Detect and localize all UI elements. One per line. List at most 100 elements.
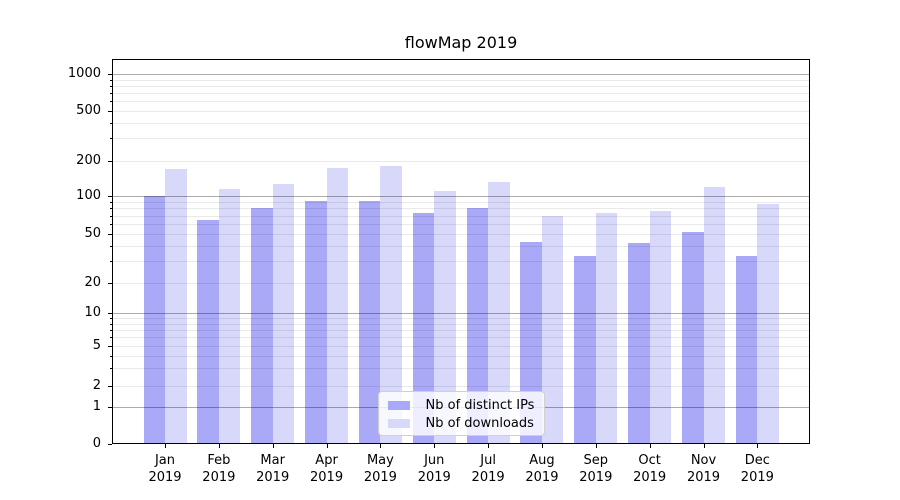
x-tick-label-sep: Sep 2019	[579, 453, 613, 485]
x-tick	[218, 444, 220, 448]
bar-jun-downloads	[434, 191, 456, 444]
minor-gridline	[112, 329, 810, 331]
legend-label: Nb of downloads	[425, 415, 534, 431]
minor-gridline	[112, 138, 810, 140]
y-tick	[107, 386, 112, 387]
y-minor-tick	[109, 261, 112, 263]
y-tick-label: 200	[76, 152, 101, 168]
bar-feb-distinct-ips	[197, 219, 219, 444]
y-tick-label: 20	[84, 275, 101, 290]
bar-dec-distinct-ips	[735, 256, 758, 444]
x-tick-label-jul: Jul 2019	[471, 453, 505, 485]
minor-gridline	[112, 201, 810, 203]
y-minor-tick	[109, 215, 112, 217]
y-tick	[107, 443, 112, 445]
bar-apr-downloads	[326, 167, 349, 444]
minor-gridline	[112, 79, 810, 81]
legend-item-distinct-ips: Nb of distinct IPs	[379, 397, 544, 415]
y-minor-tick	[109, 122, 112, 124]
major-gridline	[112, 196, 810, 197]
x-tick	[757, 444, 759, 448]
x-tick-label-jan: Jan 2019	[148, 453, 182, 485]
bar-sep-downloads	[595, 213, 618, 444]
bar-oct-distinct-ips	[628, 243, 650, 444]
minor-gridline	[112, 208, 810, 210]
x-tick-label-jun: Jun 2019	[417, 453, 451, 485]
y-minor-tick	[109, 208, 112, 210]
x-tick	[595, 444, 597, 448]
bar-nov-downloads	[703, 186, 725, 444]
y-minor-tick	[109, 92, 112, 94]
x-tick	[165, 444, 166, 448]
bar-may-distinct-ips	[358, 201, 381, 444]
bar-jul-downloads	[488, 181, 510, 444]
bar-apr-distinct-ips	[305, 201, 327, 444]
y-minor-tick	[109, 355, 112, 357]
x-tick-label-nov: Nov 2019	[686, 453, 721, 485]
minor-gridline	[112, 92, 810, 94]
y-minor-tick	[109, 201, 112, 203]
minor-gridline	[112, 337, 810, 339]
major-gridline	[112, 74, 810, 75]
minor-gridline	[112, 283, 810, 284]
minor-gridline	[112, 215, 810, 217]
x-tick	[380, 444, 382, 448]
y-tick	[107, 407, 112, 408]
minor-gridline	[112, 318, 810, 320]
x-tick	[326, 444, 328, 448]
bar-jun-distinct-ips	[412, 213, 435, 444]
minor-gridline	[112, 386, 810, 387]
y-tick-label: 5	[92, 338, 101, 353]
x-tick-label-may: May 2019	[363, 453, 397, 485]
legend-item-downloads: Nb of downloads	[379, 415, 544, 433]
bar-mar-distinct-ips	[251, 208, 273, 444]
y-minor-tick	[109, 318, 112, 320]
x-tick	[649, 444, 651, 448]
x-tick-label-oct: Oct 2019	[633, 453, 667, 485]
y-minor-tick	[109, 329, 112, 331]
y-tick	[107, 74, 112, 75]
y-tick	[107, 196, 112, 197]
y-tick-label: 1000	[67, 66, 101, 81]
bar-nov-distinct-ips	[682, 231, 704, 444]
minor-gridline	[112, 234, 810, 235]
y-minor-tick	[109, 323, 112, 325]
y-tick	[107, 110, 112, 112]
bar-jan-distinct-ips	[143, 196, 165, 444]
bar-sep-distinct-ips	[574, 256, 596, 444]
minor-gridline	[112, 110, 810, 112]
x-tick	[541, 444, 543, 448]
minor-gridline	[112, 368, 810, 370]
minor-gridline	[112, 122, 810, 124]
bar-may-downloads	[380, 165, 402, 444]
x-tick-label-aug: Aug 2019	[525, 453, 559, 485]
bar-feb-downloads	[218, 189, 241, 444]
legend-swatch	[388, 401, 410, 410]
x-tick	[272, 444, 274, 448]
y-tick-label: 50	[84, 226, 101, 241]
y-tick-label: 100	[76, 188, 101, 203]
x-tick-label-dec: Dec 2019	[740, 453, 774, 485]
chart-title: flowMap 2019	[404, 33, 518, 52]
y-tick-label: 0	[92, 435, 101, 451]
bar-mar-downloads	[272, 183, 295, 444]
y-tick	[107, 283, 112, 284]
y-tick	[107, 346, 112, 347]
y-minor-tick	[109, 100, 112, 102]
y-tick-label: 1	[92, 399, 101, 414]
minor-gridline	[112, 323, 810, 325]
minor-gridline	[112, 100, 810, 102]
minor-gridline	[112, 85, 810, 87]
y-tick	[107, 313, 112, 314]
minor-gridline	[112, 355, 810, 357]
legend-label: Nb of distinct IPs	[425, 397, 535, 413]
y-minor-tick	[109, 368, 112, 370]
y-minor-tick	[109, 224, 112, 225]
minor-gridline	[112, 224, 810, 225]
y-tick	[107, 234, 112, 235]
x-tick-label-feb: Feb 2019	[202, 453, 236, 485]
y-tick-label: 500	[76, 102, 101, 118]
x-tick	[488, 444, 490, 448]
x-tick	[434, 444, 436, 448]
